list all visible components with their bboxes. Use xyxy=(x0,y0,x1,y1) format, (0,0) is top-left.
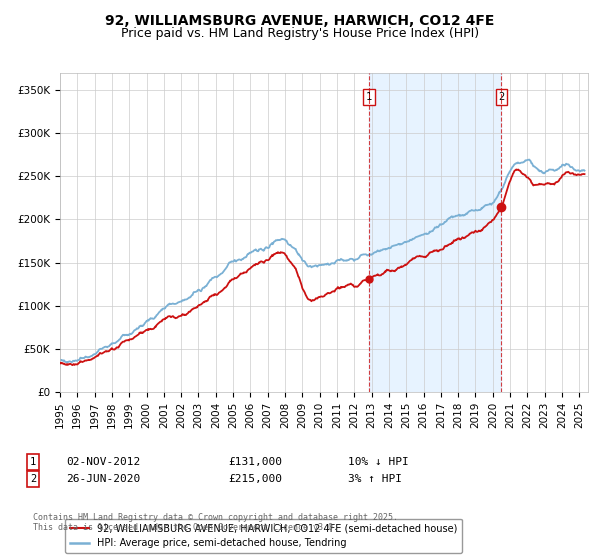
Text: Price paid vs. HM Land Registry's House Price Index (HPI): Price paid vs. HM Land Registry's House … xyxy=(121,27,479,40)
Text: 3% ↑ HPI: 3% ↑ HPI xyxy=(348,474,402,484)
Text: 1: 1 xyxy=(30,457,36,467)
Text: 2: 2 xyxy=(498,92,505,102)
Text: Contains HM Land Registry data © Crown copyright and database right 2025.
This d: Contains HM Land Registry data © Crown c… xyxy=(33,512,398,532)
Text: 92, WILLIAMSBURG AVENUE, HARWICH, CO12 4FE: 92, WILLIAMSBURG AVENUE, HARWICH, CO12 4… xyxy=(106,14,494,28)
Legend: 92, WILLIAMSBURG AVENUE, HARWICH, CO12 4FE (semi-detached house), HPI: Average p: 92, WILLIAMSBURG AVENUE, HARWICH, CO12 4… xyxy=(65,519,462,553)
Text: 10% ↓ HPI: 10% ↓ HPI xyxy=(348,457,409,467)
Text: £215,000: £215,000 xyxy=(228,474,282,484)
Text: 1: 1 xyxy=(366,92,372,102)
Text: 26-JUN-2020: 26-JUN-2020 xyxy=(66,474,140,484)
Bar xyxy=(369,73,501,392)
Text: 2: 2 xyxy=(30,474,36,484)
Text: £131,000: £131,000 xyxy=(228,457,282,467)
Text: 02-NOV-2012: 02-NOV-2012 xyxy=(66,457,140,467)
